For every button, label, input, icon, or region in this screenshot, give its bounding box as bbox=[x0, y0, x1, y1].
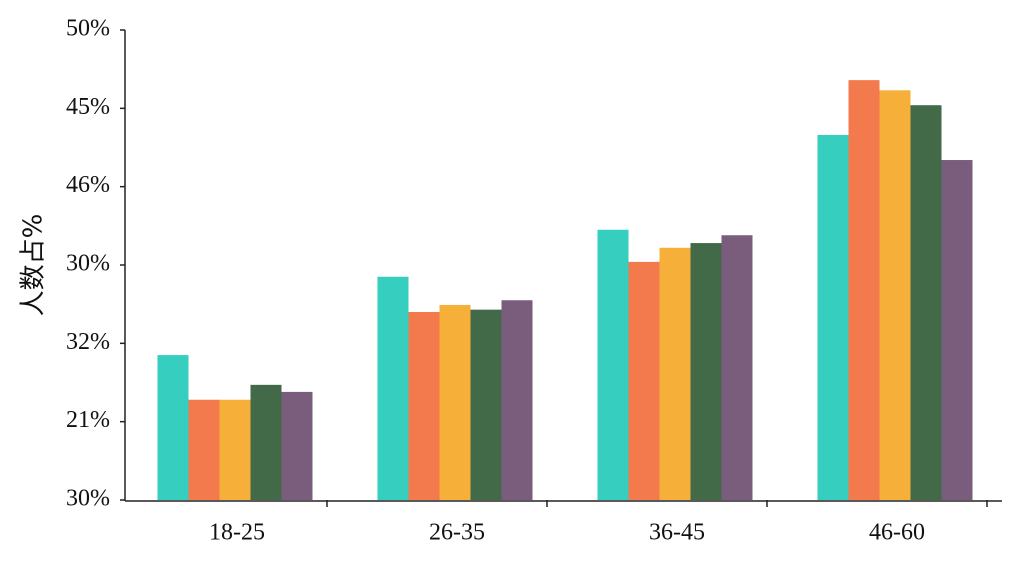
bar bbox=[281, 391, 313, 500]
bar bbox=[250, 384, 282, 500]
bar bbox=[941, 160, 973, 501]
x-tick-label: 36-45 bbox=[649, 520, 705, 546]
bar bbox=[910, 105, 942, 500]
x-tick-label: 26-35 bbox=[429, 520, 485, 546]
x-tick-label: 46-60 bbox=[869, 520, 925, 546]
bar bbox=[188, 399, 220, 500]
y-tick-label: 46% bbox=[66, 172, 110, 198]
bar bbox=[377, 276, 409, 500]
y-tick-label: 21% bbox=[66, 407, 110, 433]
bar bbox=[628, 261, 660, 500]
bar bbox=[219, 399, 251, 500]
bar bbox=[439, 304, 471, 500]
y-tick-label: 45% bbox=[66, 94, 110, 120]
bar bbox=[470, 309, 502, 500]
bar bbox=[879, 90, 911, 501]
bar bbox=[721, 235, 753, 500]
bar bbox=[659, 247, 691, 500]
y-tick-label: 30% bbox=[66, 251, 110, 277]
y-tick-label: 30% bbox=[66, 486, 110, 512]
y-axis-label: 人数占% bbox=[19, 214, 49, 317]
bar bbox=[817, 134, 849, 500]
bar bbox=[597, 229, 629, 500]
x-tick-label: 18-25 bbox=[209, 520, 265, 546]
y-tick-label: 50% bbox=[66, 16, 110, 42]
bar bbox=[157, 355, 189, 500]
bar bbox=[408, 312, 440, 500]
y-tick-label: 32% bbox=[66, 329, 110, 355]
bar bbox=[848, 80, 880, 500]
bar bbox=[690, 243, 722, 501]
bar bbox=[501, 300, 533, 500]
